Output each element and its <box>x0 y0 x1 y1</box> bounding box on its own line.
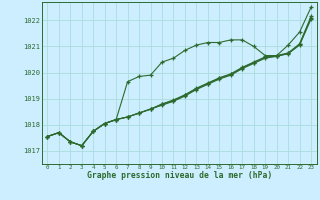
X-axis label: Graphe pression niveau de la mer (hPa): Graphe pression niveau de la mer (hPa) <box>87 171 272 180</box>
